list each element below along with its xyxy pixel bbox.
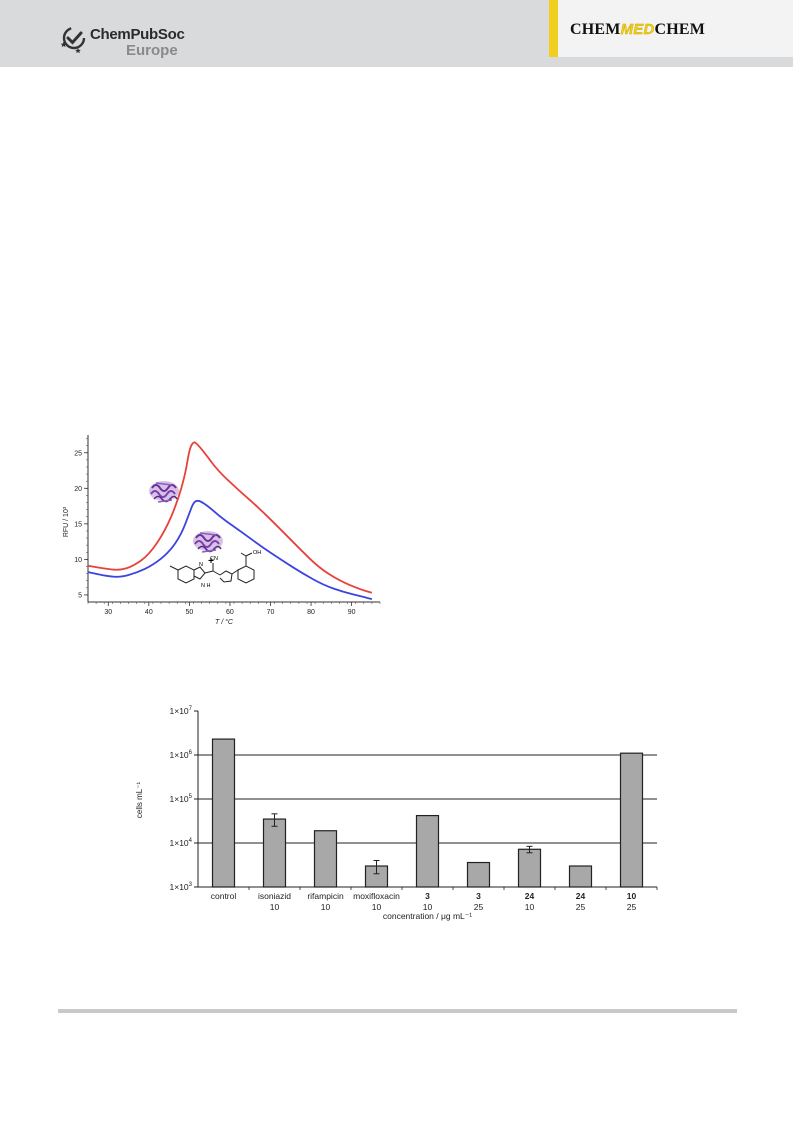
- thermal-curve-series-1: [87, 441, 373, 594]
- bar-1: [262, 818, 287, 888]
- concentration-label: 10: [525, 902, 535, 912]
- plus-sign: +: [208, 556, 214, 567]
- category-label: isoniazid: [258, 891, 291, 901]
- concentration-label: 10: [321, 902, 331, 912]
- category-label: 10: [627, 891, 637, 901]
- thermal-shift-chart: 30 40 50 60 70 80 90 5 10 15 20 25 T / °C RFU / 10³ +…: [63, 435, 381, 626]
- y-tick-label: 1×103: [170, 882, 193, 892]
- bar-chart-axes: 1×107 1×106 1×105 1×104 1×103 cells mL⁻¹ contr…: [135, 706, 658, 921]
- x-tick-label: 90: [348, 609, 356, 616]
- journal-title: CHEMMEDCHEM: [570, 21, 705, 39]
- y-tick-label: 5: [78, 592, 82, 599]
- x-tick-label: 70: [267, 609, 275, 616]
- y-tick-label: 20: [74, 486, 82, 493]
- bar-chart-bars: [211, 738, 644, 888]
- bar-5: [466, 861, 491, 888]
- cell-count-bar-chart: 1×107 1×106 1×105 1×104 1×103 cells mL⁻¹ contr…: [135, 706, 658, 921]
- page-header: ChemPubSoc Europe CHEMMEDCHEM: [0, 0, 793, 67]
- journal-logo-box: [558, 0, 793, 57]
- x-tick-label: 80: [307, 609, 315, 616]
- journal-title-part3: CHEM: [654, 21, 706, 38]
- benzimidazole-thiophene-ligand-structure: [169, 552, 255, 584]
- y-tick-label: 1×106: [170, 750, 193, 760]
- bar-6: [517, 848, 542, 888]
- y-tick-label: 1×105: [170, 794, 193, 804]
- protein-structure-icon: [149, 481, 179, 503]
- y-tick-label: 10: [74, 557, 82, 564]
- thermal-curve-series-2: [87, 499, 373, 601]
- y-tick-label: 25: [74, 450, 82, 457]
- y-axis-title: RFU / 10³: [63, 506, 70, 537]
- category-label: 3: [476, 891, 481, 901]
- concentration-label: 10: [372, 902, 382, 912]
- y-tick-label: 1×107: [170, 706, 193, 716]
- category-label: control: [211, 891, 237, 901]
- y-axis-title: cells mL⁻¹: [135, 782, 144, 819]
- journal-accent-bar: [549, 0, 558, 57]
- journal-title-part1: CHEM: [570, 21, 621, 38]
- concentration-label: 10: [423, 902, 433, 912]
- bar-8: [619, 752, 644, 888]
- x-axis-title: concentration / μg mL⁻¹: [383, 911, 472, 921]
- category-label: moxifloxacin: [353, 891, 400, 901]
- category-label: 24: [576, 891, 586, 901]
- bar-7: [568, 865, 593, 888]
- category-label: rifampicin: [307, 891, 344, 901]
- n-label: N: [199, 562, 203, 568]
- x-tick-label: 50: [185, 609, 193, 616]
- oh-label: OH: [253, 550, 261, 556]
- publisher-name: ChemPubSoc: [90, 26, 185, 43]
- category-label: 24: [525, 891, 535, 901]
- concentration-label: 25: [474, 902, 484, 912]
- bar-2: [313, 830, 338, 888]
- checkmark-star-seal-icon: [60, 26, 86, 54]
- y-tick-label: 1×104: [170, 838, 193, 848]
- x-tick-label: 40: [145, 609, 153, 616]
- cn-label: CN: [210, 556, 218, 562]
- concentration-label: 25: [576, 902, 586, 912]
- nh-label: N H: [201, 583, 211, 589]
- x-tick-label: 60: [226, 609, 234, 616]
- thermal-shift-axes: 30 40 50 60 70 80 90 5 10 15 20 25 T / °C RFU / 10³: [63, 435, 381, 626]
- category-label: 3: [425, 891, 430, 901]
- x-tick-label: 30: [104, 609, 112, 616]
- bar-4: [415, 814, 440, 888]
- journal-title-part2: MED: [620, 21, 655, 38]
- bar-0: [211, 738, 236, 888]
- footer-rule: [58, 1009, 737, 1013]
- x-axis-title: T / °C: [215, 618, 234, 626]
- publisher-logo: ChemPubSoc Europe: [60, 22, 210, 62]
- y-tick-label: 15: [74, 521, 82, 528]
- thermal-shift-series: [87, 441, 373, 601]
- concentration-label: 10: [270, 902, 280, 912]
- publisher-region: Europe: [126, 42, 178, 59]
- protein-structure-icon: [193, 531, 223, 553]
- concentration-label: 25: [627, 902, 637, 912]
